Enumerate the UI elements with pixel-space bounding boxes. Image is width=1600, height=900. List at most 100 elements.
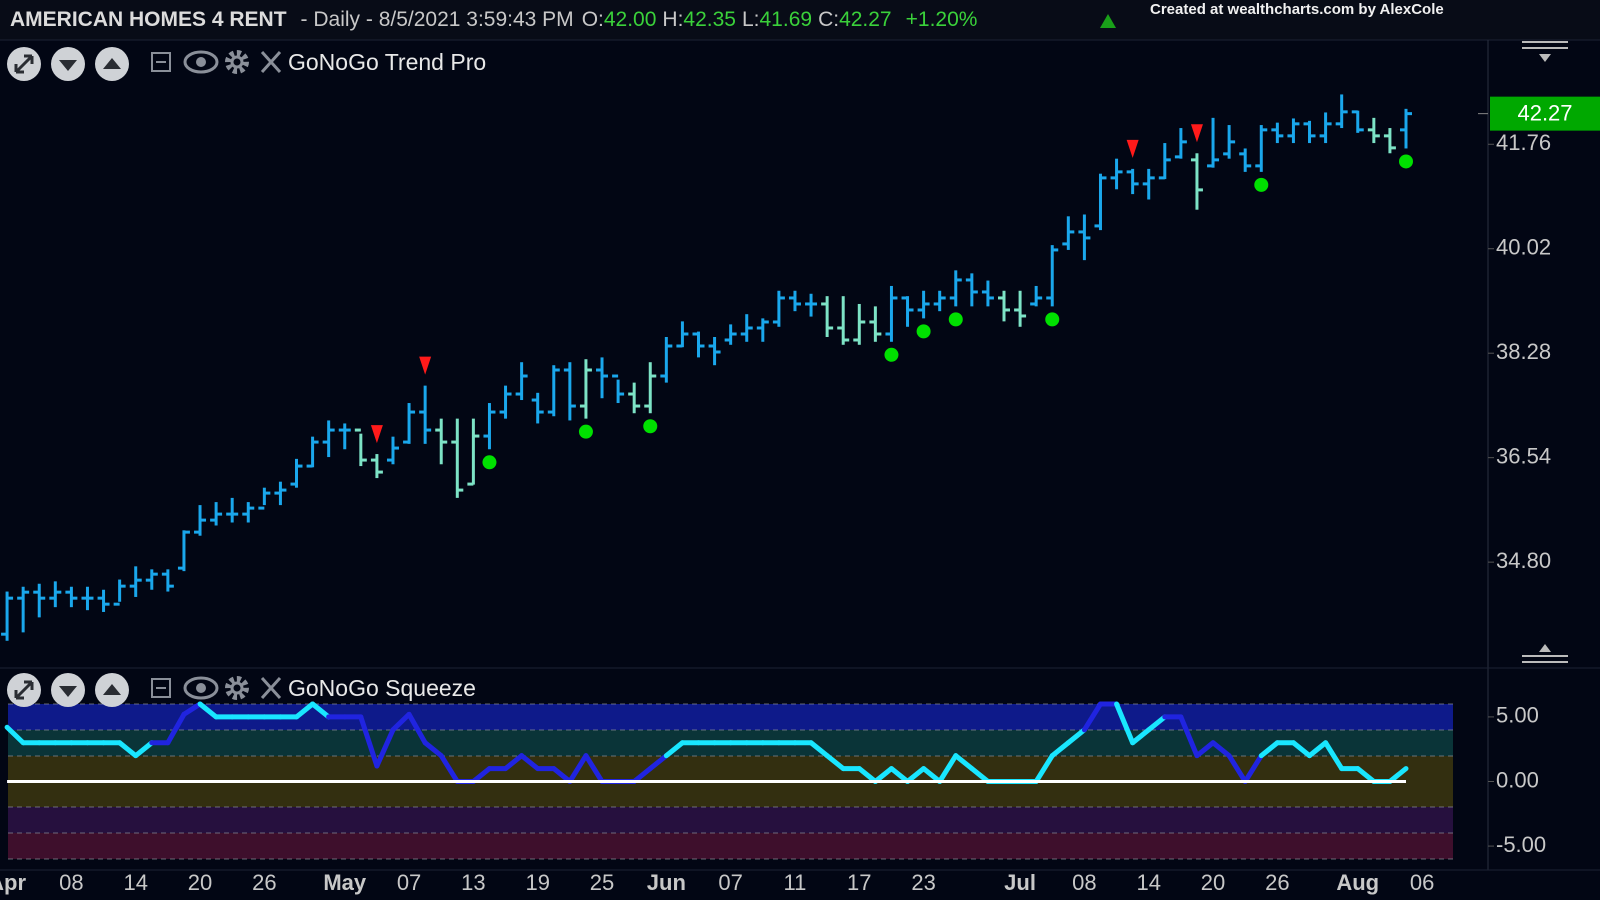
panel-controls: GoNoGo Squeeze	[7, 673, 476, 707]
change: +1.20%	[906, 8, 978, 31]
warning-triangle	[419, 356, 432, 375]
settings-button[interactable]	[225, 676, 249, 700]
visibility-button[interactable]	[183, 50, 219, 74]
minimize-button[interactable]	[151, 678, 171, 698]
squeeze-segment	[438, 753, 460, 784]
squeeze-segment	[953, 753, 975, 772]
y-tick-label: 41.76	[1496, 130, 1551, 155]
go-dot	[1254, 177, 1269, 192]
last-price-box	[1490, 96, 1600, 131]
squeeze-segment	[1146, 714, 1168, 733]
expand-icon[interactable]	[1539, 644, 1551, 652]
squeeze-segment	[406, 711, 428, 746]
squeeze-segment	[888, 766, 911, 784]
credit: Created at wealthcharts.com by AlexCole	[1150, 1, 1444, 18]
squeeze-segment	[663, 740, 685, 759]
y-tick-label: 34.80	[1496, 548, 1551, 573]
y-tick-label: 40.02	[1496, 235, 1551, 260]
squeeze-segment	[583, 753, 605, 784]
zone	[8, 833, 1453, 859]
x-tick-label: Jul	[1004, 870, 1036, 895]
x-tick-label: 14	[1136, 870, 1160, 895]
header-info: - Daily - 8/5/2021 3:59:43 PM	[301, 8, 574, 31]
x-tick-label: 19	[525, 870, 549, 895]
squeeze-segment	[1065, 727, 1087, 746]
close-button[interactable]	[260, 50, 282, 74]
collapse-icon[interactable]	[1539, 54, 1551, 62]
maximize-icon	[14, 54, 34, 74]
warning-triangle	[370, 425, 383, 444]
x-tick-label: 14	[123, 870, 147, 895]
symbol: AMERICAN HOMES 4 RENT	[10, 8, 287, 31]
close-button[interactable]	[260, 676, 282, 700]
x-tick-label: May	[323, 870, 367, 895]
high-value: 42.35	[683, 8, 736, 31]
x-tick-label: 20	[188, 870, 212, 895]
eye-pupil	[196, 683, 206, 693]
settings-button[interactable]	[225, 50, 249, 74]
go-dot	[948, 312, 963, 327]
visibility-button[interactable]	[183, 676, 219, 700]
down-icon	[59, 60, 77, 71]
minimize-button[interactable]	[151, 52, 171, 72]
squeeze-segment	[567, 753, 589, 784]
squeeze-segment	[1307, 740, 1329, 759]
header-text: AMERICAN HOMES 4 RENT - Daily - 8/5/2021 …	[10, 8, 977, 31]
x-tick-label: Apr	[0, 870, 26, 895]
squeeze-segment	[197, 701, 219, 720]
squeeze-segment	[551, 766, 573, 784]
squeeze-segment	[133, 740, 155, 759]
menu-icon[interactable]	[1522, 655, 1568, 663]
squeeze-segment	[631, 766, 653, 784]
squeeze-segment	[824, 753, 846, 772]
go-dot	[578, 424, 593, 439]
squeeze-segment	[1242, 753, 1264, 784]
close-label: C:	[818, 8, 839, 31]
menu-icon[interactable]	[1522, 41, 1568, 49]
squeeze-segment	[165, 711, 187, 746]
squeeze-segment	[117, 740, 139, 759]
x-tick-label: 11	[784, 870, 807, 895]
warning-triangle	[1126, 139, 1139, 158]
squeeze-segment	[1226, 753, 1248, 784]
squeeze-segment	[856, 766, 878, 784]
panel-title: GoNoGo Squeeze	[288, 675, 476, 701]
x-tick-label: 17	[847, 870, 871, 895]
high-label: H:	[662, 8, 683, 31]
x-tick-label: 25	[590, 870, 614, 895]
zone	[8, 807, 1453, 833]
squeeze-line	[4, 701, 1409, 784]
go-dot	[884, 347, 899, 362]
price-bars	[1, 94, 1412, 641]
header-bar	[0, 0, 1600, 40]
y-tick-label: 38.28	[1496, 339, 1551, 364]
squeeze-segment	[937, 753, 959, 784]
low-value: 41.69	[760, 8, 813, 31]
squeeze-segment	[872, 766, 894, 784]
y-tick-label: 5.00	[1496, 703, 1539, 728]
up-icon	[103, 684, 121, 695]
last-price-label: 42.27	[1517, 100, 1572, 125]
gear-center	[230, 55, 244, 69]
squeeze-segment	[390, 711, 412, 733]
eye-pupil	[196, 57, 206, 67]
squeeze-segment	[1387, 766, 1409, 784]
maximize-icon	[14, 680, 34, 700]
squeeze-segment	[519, 753, 541, 772]
go-dot	[916, 324, 931, 339]
squeeze-segment	[1323, 740, 1345, 772]
squeeze-segment	[181, 701, 203, 717]
squeeze-segment	[647, 753, 669, 772]
x-tick-label: Aug	[1336, 870, 1379, 895]
x-tick-label: 08	[1072, 870, 1096, 895]
low-label: L:	[742, 8, 760, 31]
go-dot	[1045, 312, 1060, 327]
x-tick-label: 07	[718, 870, 742, 895]
y-tick-label: 36.54	[1496, 443, 1551, 468]
x-tick-label: 07	[397, 870, 421, 895]
close-value: 42.27	[839, 8, 892, 31]
squeeze-segment	[1210, 740, 1232, 759]
squeeze-segment	[503, 753, 525, 772]
